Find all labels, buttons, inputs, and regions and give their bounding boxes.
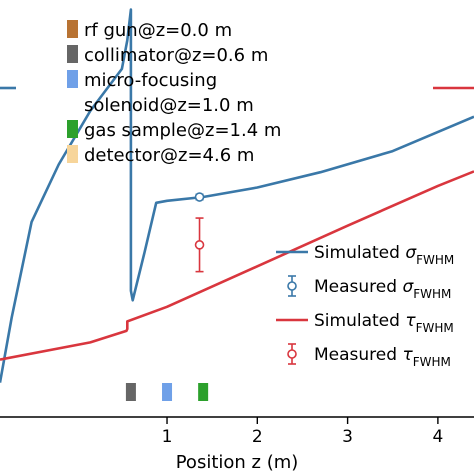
legend-handle-marker-1: [287, 281, 297, 291]
x-tick-label-1: 2: [252, 427, 263, 447]
legend-label-0: Simulated σFWHM: [314, 243, 454, 267]
legend: Simulated σFWHM Measured σFWHM Simulated τ…: [276, 243, 454, 369]
legend-label-1: Measured σFWHM: [314, 277, 451, 301]
series-line-2: [0, 170, 474, 361]
annotation-label-2: micro-focusing: [84, 70, 217, 91]
series-layer: [0, 8, 474, 383]
x-axis: 1 2 3 4: [0, 416, 474, 447]
data-point-3-0: [194, 240, 205, 250]
annotation-swatch-1: [67, 45, 78, 63]
annotation-swatch-0: [67, 20, 78, 38]
annotation-label-3: solenoid@z=1.0 m: [84, 95, 254, 116]
data-point-1-0: [194, 192, 205, 202]
annotation-swatch-4: [67, 120, 78, 138]
legend-label-2: Simulated τFWHM: [314, 311, 454, 335]
component-marker-0: [125, 383, 136, 401]
component-marker-1: [162, 383, 173, 401]
component-markers: [125, 383, 209, 401]
legend-label-3: Measured τFWHM: [314, 345, 451, 369]
component-annotations: rf gun@z=0.0 m collimator@z=0.6 m micro-fo…: [67, 20, 281, 166]
annotation-label-0: rf gun@z=0.0 m: [84, 20, 232, 41]
component-marker-2: [198, 383, 209, 401]
x-tick-label-2: 3: [342, 427, 353, 447]
x-tick-label-0: 1: [162, 427, 173, 447]
annotation-swatch-5: [67, 145, 78, 163]
annotation-label-4: gas sample@z=1.4 m: [84, 120, 281, 141]
x-tick-label-3: 4: [432, 427, 443, 447]
x-axis-label: Position z (m): [176, 452, 299, 473]
legend-handle-marker-3: [287, 349, 297, 359]
series-line-0: [0, 8, 474, 383]
annotation-swatch-2: [67, 70, 78, 88]
annotation-label-1: collimator@z=0.6 m: [84, 45, 268, 66]
annotation-label-5: detector@z=4.6 m: [84, 145, 254, 166]
